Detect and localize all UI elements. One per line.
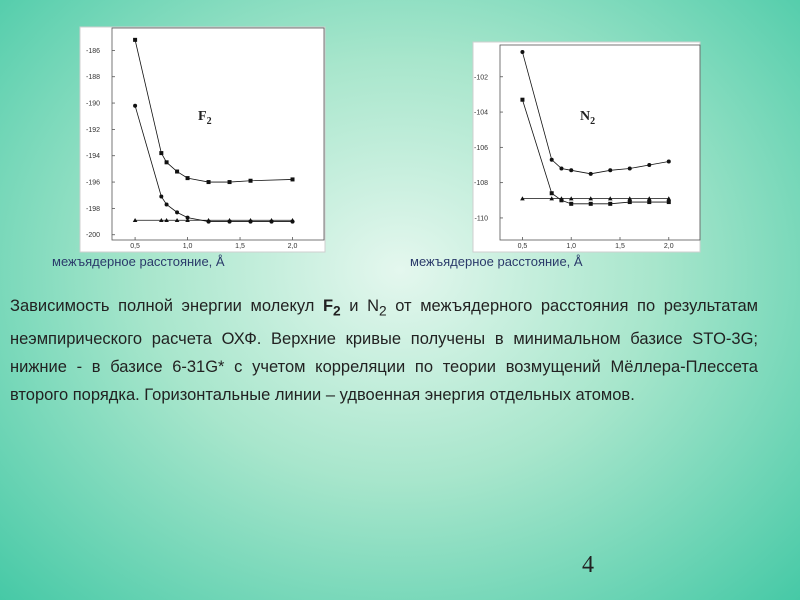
point xyxy=(588,196,594,201)
point xyxy=(227,217,232,223)
point xyxy=(666,196,672,201)
y-tick-label: -190 xyxy=(86,101,100,108)
y-tick-label: -104 xyxy=(474,110,488,117)
charts: -186 -188 -190 -192 -194 -196 -198 -200 0,5 1,0 1,… xyxy=(52,26,701,269)
y-tick-label: -108 xyxy=(474,180,488,187)
point xyxy=(133,37,138,42)
point xyxy=(269,217,274,223)
point xyxy=(608,201,613,206)
point xyxy=(627,196,633,201)
caption-formula: F xyxy=(322,297,334,315)
series-line xyxy=(134,105,293,222)
point xyxy=(549,196,555,201)
chart-label-main: F xyxy=(198,109,207,124)
plot-frame xyxy=(499,44,701,241)
x-tick-label: 2,0 xyxy=(288,243,298,250)
point xyxy=(627,200,632,205)
point xyxy=(133,103,138,108)
point xyxy=(164,202,169,207)
point xyxy=(175,210,180,215)
chart-panel xyxy=(79,26,326,253)
point xyxy=(290,217,295,223)
point xyxy=(159,151,164,156)
point xyxy=(132,217,138,223)
point xyxy=(627,166,632,171)
x-tick-label: 2,0 xyxy=(664,243,674,250)
caption-text: и N xyxy=(340,297,379,315)
point xyxy=(647,200,652,205)
x-axis-label: межъядерное расстояние, Å xyxy=(52,254,225,269)
x-tick-label: 0,5 xyxy=(130,243,140,250)
y-tick-label: -198 xyxy=(86,206,100,213)
point xyxy=(164,217,169,223)
point xyxy=(549,157,554,162)
point xyxy=(159,194,164,199)
point xyxy=(206,180,211,185)
point xyxy=(646,196,652,201)
y-tick-label: -110 xyxy=(475,215,489,222)
point xyxy=(666,159,671,164)
point xyxy=(549,191,554,196)
caption-text: от межъядерного расстояния по результата… xyxy=(10,297,759,405)
x-tick-label: 0,5 xyxy=(518,243,528,250)
point xyxy=(159,217,164,223)
point xyxy=(569,201,574,206)
point xyxy=(666,200,671,205)
y-tick-label: -200 xyxy=(86,232,100,239)
point xyxy=(520,97,525,102)
caption-text: Зависимость полной энергии молекул xyxy=(10,297,323,315)
point xyxy=(227,180,232,185)
y-tick-label: -196 xyxy=(86,180,100,187)
x-tick-label: 1,5 xyxy=(235,243,245,250)
y-tick-label: -106 xyxy=(474,145,488,152)
point xyxy=(248,178,253,183)
chart-label: N2 xyxy=(580,109,595,127)
plot-frame xyxy=(111,27,325,241)
x-tick-label: 1,0 xyxy=(566,243,576,250)
point xyxy=(607,196,613,201)
chart-label: F2 xyxy=(198,109,212,127)
point xyxy=(588,201,593,206)
point xyxy=(290,177,295,182)
point xyxy=(174,217,180,223)
point xyxy=(164,160,169,165)
point xyxy=(588,171,593,176)
point xyxy=(248,217,253,223)
point xyxy=(559,166,564,171)
y-tick-label: -188 xyxy=(86,74,100,81)
point xyxy=(206,217,211,223)
point xyxy=(520,50,525,55)
point xyxy=(647,163,652,167)
point xyxy=(568,196,574,201)
point xyxy=(185,215,190,220)
chart-label-main: N xyxy=(580,109,590,124)
caption-subscript: 2 xyxy=(333,303,341,319)
chart-panel xyxy=(472,41,701,253)
x-tick-label: 1,0 xyxy=(183,243,193,250)
x-tick-label: 1,5 xyxy=(615,243,625,250)
point xyxy=(569,168,574,173)
point xyxy=(185,217,190,223)
y-tick-label: -192 xyxy=(86,127,100,134)
y-tick-label: -194 xyxy=(86,153,100,160)
y-tick-label: -102 xyxy=(474,74,488,81)
x-axis-label: межъядерное расстояние, Å xyxy=(410,254,583,269)
point xyxy=(520,196,525,201)
y-tick-label: -186 xyxy=(86,48,100,55)
point xyxy=(559,196,564,201)
chart-label-subscript: 2 xyxy=(207,116,212,127)
point xyxy=(608,168,613,173)
page-number: 4 xyxy=(582,552,594,578)
chart-label-subscript: 2 xyxy=(590,116,595,127)
caption: Зависимость полной энергии молекул F2 и … xyxy=(10,292,758,409)
point xyxy=(185,176,190,181)
point xyxy=(175,169,180,174)
caption-subscript: 2 xyxy=(379,303,387,319)
